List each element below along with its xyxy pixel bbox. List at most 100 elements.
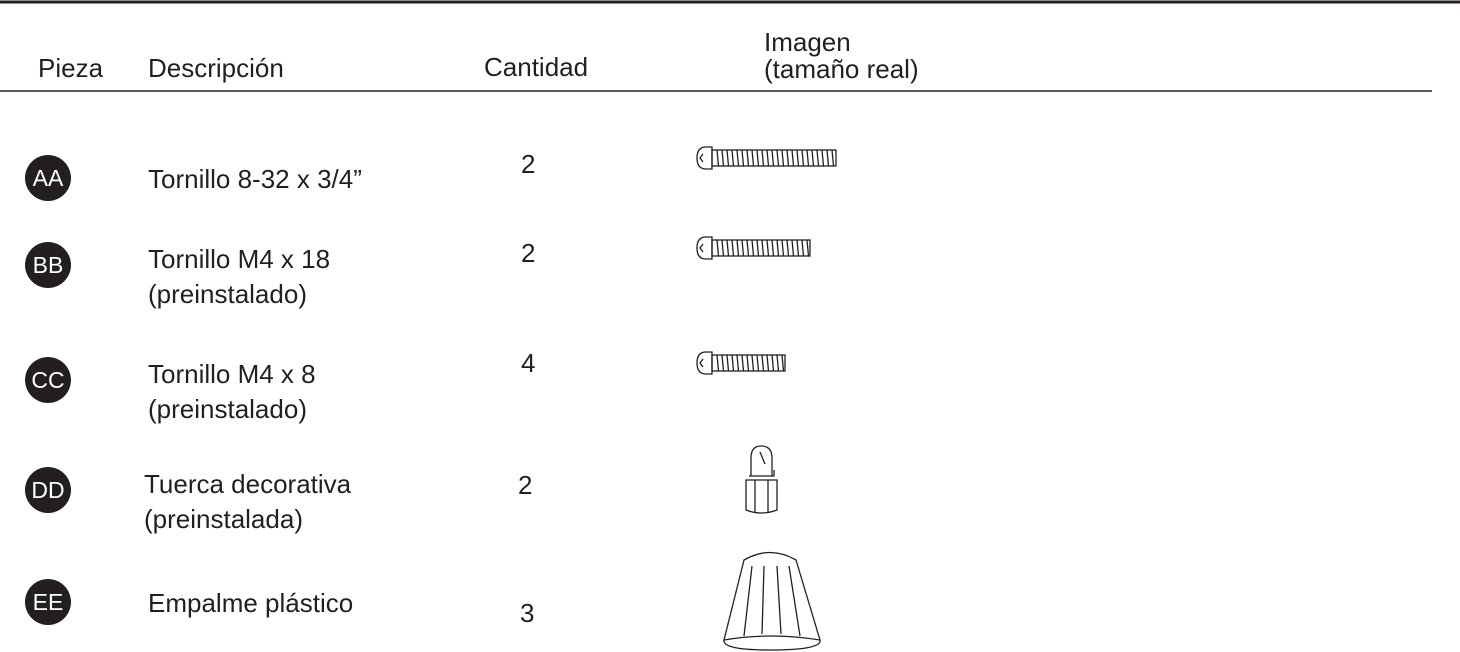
- screw-thread: [731, 149, 735, 167]
- piece-label: BB: [33, 252, 64, 278]
- screw-thread: [776, 239, 780, 257]
- screw-image: [696, 351, 786, 375]
- screw-thread: [801, 149, 805, 167]
- screw-image: [696, 146, 837, 170]
- quantity: 2: [521, 149, 535, 179]
- screw-thread: [801, 239, 805, 257]
- screw-thread: [726, 354, 730, 372]
- screw-shaft: [711, 239, 811, 257]
- screw-thread: [796, 239, 800, 257]
- screw-thread: [741, 239, 745, 257]
- description: Tornillo M4 x 8: [148, 359, 316, 389]
- screw-head: [696, 351, 713, 375]
- screw-thread: [786, 239, 790, 257]
- header-piece: Pieza: [38, 53, 104, 83]
- piece-badge: [25, 155, 71, 201]
- screw-thread: [716, 239, 720, 257]
- screw-thread: [831, 149, 835, 167]
- screw-head: [696, 236, 713, 260]
- piece-badge: [25, 467, 71, 513]
- screw-thread: [726, 239, 730, 257]
- screw-thread: [771, 354, 775, 372]
- screw-thread: [781, 354, 785, 372]
- description: (preinstalado): [148, 394, 307, 424]
- screw-head: [696, 146, 713, 170]
- screw-thread: [751, 239, 755, 257]
- screw-image: [696, 236, 811, 260]
- screw-thread: [731, 354, 735, 372]
- description: Tornillo M4 x 18: [148, 244, 330, 274]
- screw-thread: [716, 354, 720, 372]
- screw-thread: [811, 149, 815, 167]
- screw-thread: [776, 354, 780, 372]
- screw-thread: [726, 149, 730, 167]
- piece-badge: [25, 357, 71, 403]
- quantity: 3: [520, 598, 534, 628]
- screw-slot: [699, 358, 704, 368]
- screw-thread: [736, 239, 740, 257]
- piece-badge: [25, 579, 71, 625]
- screw-thread: [721, 149, 725, 167]
- wire-nut-image: [723, 551, 821, 651]
- description: (preinstalada): [144, 504, 303, 534]
- piece-badge: [25, 242, 71, 288]
- screw-thread: [751, 149, 755, 167]
- screw-thread: [741, 149, 745, 167]
- screw-thread: [761, 239, 765, 257]
- screw-thread: [791, 149, 795, 167]
- screw-thread: [781, 149, 785, 167]
- screw-thread: [771, 239, 775, 257]
- header-quantity: Cantidad: [484, 52, 588, 82]
- screw-thread: [756, 149, 760, 167]
- piece-label: CC: [31, 367, 64, 393]
- screw-thread: [786, 149, 790, 167]
- screw-thread: [736, 149, 740, 167]
- screw-thread: [716, 149, 720, 167]
- screw-thread: [826, 149, 830, 167]
- screw-thread: [736, 354, 740, 372]
- screw-thread: [776, 149, 780, 167]
- screw-thread: [796, 149, 800, 167]
- screw-thread: [741, 354, 745, 372]
- quantity: 2: [521, 238, 535, 268]
- screw-thread: [746, 354, 750, 372]
- piece-label: AA: [33, 165, 64, 191]
- nut-image: [745, 445, 778, 514]
- screw-thread: [766, 239, 770, 257]
- screw-thread: [761, 149, 765, 167]
- screw-thread: [816, 149, 820, 167]
- screw-thread: [746, 239, 750, 257]
- description: Tuerca decorativa: [144, 469, 352, 499]
- screw-thread: [821, 149, 825, 167]
- screw-thread: [771, 149, 775, 167]
- screw-thread: [791, 239, 795, 257]
- screw-shaft: [711, 149, 837, 167]
- screw-thread: [756, 354, 760, 372]
- quantity: 4: [521, 348, 535, 378]
- screw-thread: [781, 239, 785, 257]
- screw-thread: [756, 239, 760, 257]
- screw-slot: [699, 153, 704, 163]
- screw-thread: [721, 354, 725, 372]
- description: Tornillo 8-32 x 3/4”: [148, 164, 362, 194]
- screw-slot: [699, 243, 704, 253]
- screw-thread: [806, 239, 810, 257]
- description: Empalme plástico: [148, 588, 353, 618]
- screw-thread: [766, 149, 770, 167]
- screw-thread: [746, 149, 750, 167]
- part-images: [696, 146, 837, 375]
- piece-label: EE: [33, 589, 64, 615]
- screw-thread: [721, 239, 725, 257]
- screw-thread: [806, 149, 810, 167]
- screw-thread: [766, 354, 770, 372]
- quantity: 2: [518, 470, 532, 500]
- header-image: Imagen: [764, 27, 851, 57]
- piece-label: DD: [31, 477, 64, 503]
- header-description: Descripción: [148, 53, 284, 83]
- header-image: (tamaño real): [764, 54, 919, 84]
- description: (preinstalado): [148, 279, 307, 309]
- screw-thread: [731, 239, 735, 257]
- screw-thread: [761, 354, 765, 372]
- screw-thread: [751, 354, 755, 372]
